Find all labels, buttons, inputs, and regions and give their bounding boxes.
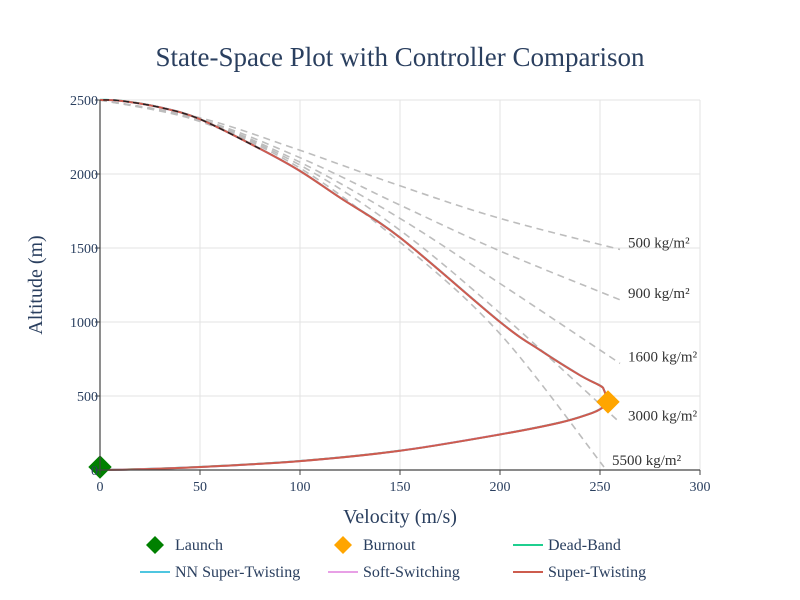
- x-tick-label: 200: [490, 480, 511, 495]
- trajectory-ascent: [99, 401, 609, 471]
- trajectory-descent: [99, 98, 609, 403]
- event-markers: [88, 390, 620, 479]
- legend-item[interactable]: Burnout: [334, 536, 416, 554]
- reference-curve-label: 5500 kg/m²: [612, 453, 682, 469]
- y-axis-title: Altitude (m): [25, 235, 47, 334]
- reference-curve: [99, 99, 605, 468]
- trajectory-ascent: [99, 401, 609, 471]
- y-tick-label: 2000: [70, 168, 98, 183]
- legend[interactable]: Launch Burnout Dead-Band NN Super-Twisting S…: [140, 536, 646, 581]
- reference-curve: [99, 99, 621, 365]
- y-tick-label: 1000: [70, 316, 98, 331]
- legend-item[interactable]: Dead-Band: [513, 537, 621, 554]
- reference-curve: [99, 99, 621, 251]
- reference-curve: [99, 99, 621, 301]
- y-tick-label: 1500: [70, 242, 98, 257]
- x-axis-title: Velocity (m/s): [343, 506, 457, 528]
- y-tick-label: 500: [77, 390, 98, 405]
- reference-curves: 500 kg/m² 900 kg/m² 1600 kg/m² 3000 kg/m² 55…: [99, 99, 698, 469]
- legend-item[interactable]: Launch: [146, 536, 223, 554]
- x-tick-label: 50: [193, 480, 207, 495]
- trajectories: [99, 98, 609, 471]
- trajectory-ascent: [99, 401, 609, 471]
- legend-label: Super-Twisting: [548, 564, 646, 581]
- legend-item[interactable]: Soft-Switching: [328, 564, 460, 581]
- legend-label: Soft-Switching: [363, 564, 460, 581]
- x-tick-label: 250: [590, 480, 611, 495]
- apogee-overlay: [99, 99, 261, 150]
- x-tick-label: 0: [97, 480, 104, 495]
- y-tick-label: 2500: [70, 94, 98, 109]
- legend-label: Burnout: [363, 537, 416, 554]
- chart-title: State-Space Plot with Controller Compari…: [156, 42, 645, 72]
- axes: 0 50 100 150 200 250 300 0 500 1000 1500 2000 2500: [70, 94, 711, 495]
- reference-curve-label: 900 kg/m²: [628, 286, 690, 302]
- legend-symbol: [146, 536, 164, 554]
- legend-item[interactable]: NN Super-Twisting: [140, 564, 300, 581]
- legend-label: Dead-Band: [548, 537, 621, 554]
- trajectory-descent: [99, 98, 609, 403]
- legend-label: Launch: [175, 537, 223, 554]
- legend-item[interactable]: Super-Twisting: [513, 564, 646, 581]
- x-tick-label: 100: [290, 480, 311, 495]
- reference-curve-label: 1600 kg/m²: [628, 349, 698, 365]
- legend-symbol: [334, 536, 352, 554]
- x-tick-label: 150: [390, 480, 411, 495]
- trajectory-descent: [99, 98, 609, 403]
- legend-label: NN Super-Twisting: [175, 564, 300, 581]
- grid: [99, 99, 701, 471]
- marker-burnout: [596, 390, 620, 414]
- reference-curve-label: 3000 kg/m²: [628, 409, 698, 425]
- y-tick-label: 0: [91, 464, 98, 479]
- reference-curve-label: 500 kg/m²: [628, 235, 690, 251]
- reference-curve: [99, 99, 621, 424]
- trajectory-descent: [99, 98, 609, 403]
- trajectory-ascent: [99, 401, 609, 471]
- x-tick-label: 300: [690, 480, 711, 495]
